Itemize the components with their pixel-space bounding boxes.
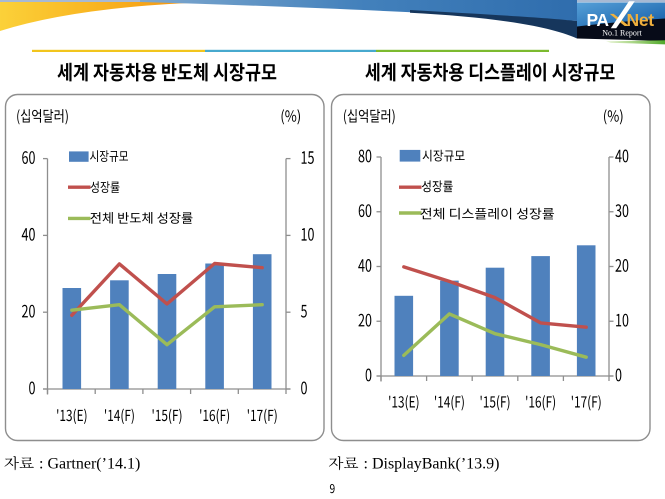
svg-text:Net: Net	[627, 10, 655, 30]
svg-text:: Gartner(’14.1): : Gartner(’14.1)	[39, 456, 140, 473]
svg-text:PA: PA	[587, 10, 610, 30]
svg-text:: DisplayBank(’13.9): : DisplayBank(’13.9)	[364, 456, 500, 473]
svg-text:No.1 Report: No.1 Report	[602, 29, 642, 38]
